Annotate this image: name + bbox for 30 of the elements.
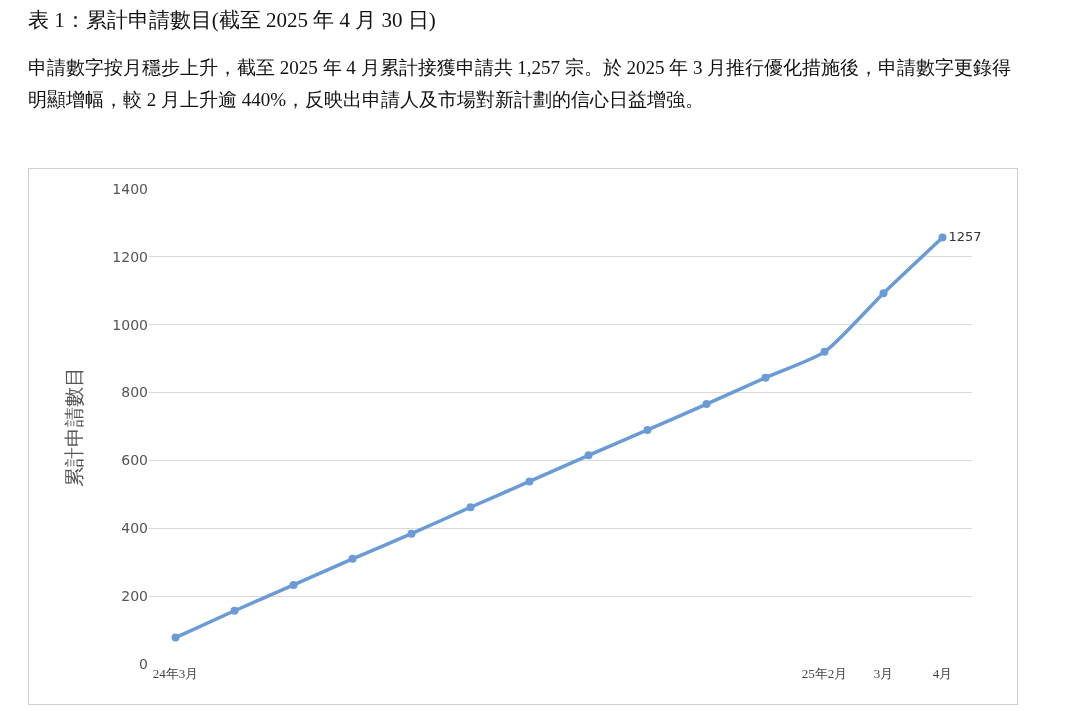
x-tick-label: 24年3月: [152, 666, 199, 681]
y-tick-label: 200: [121, 588, 148, 605]
y-tick-label: 1200: [112, 248, 148, 265]
point: [938, 233, 947, 242]
point: [702, 400, 711, 409]
y-tick-label: 400: [121, 520, 148, 537]
x-tick-label: 4月: [932, 666, 953, 681]
point: [466, 503, 475, 512]
chart-title: 表 1：累計申請數目(截至 2025 年 4 月 30 日): [28, 7, 436, 34]
point: [525, 477, 534, 486]
y-axis-title: 累計申請數目: [61, 366, 86, 487]
point: [230, 606, 239, 615]
y-tick-label: 1000: [112, 316, 148, 333]
x-tick-label: 3月: [873, 666, 894, 681]
point: [348, 554, 357, 563]
x-tick-label: 25年2月: [801, 666, 848, 681]
y-tick-label: 0: [139, 655, 148, 672]
point: [289, 580, 298, 589]
point: [584, 451, 593, 460]
point: [407, 529, 416, 538]
y-tick-label: 800: [121, 384, 148, 401]
y-tick-label: 600: [121, 452, 148, 469]
point: [820, 347, 829, 356]
data-label: 1257: [948, 228, 982, 244]
point: [761, 373, 770, 382]
point: [643, 425, 652, 434]
point: [171, 633, 180, 642]
chart-subtitle: 申請數字按月穩步上升，截至 2025 年 4 月累計接獲申請共 1,257 宗。於 2025 年 3 月推行優化措施後，申請數字更錄得明顯增幅，較 2 月上升逾 440%，反映出申請人及市場對新計劃的信心日益增強。: [28, 56, 1013, 112]
point: [879, 289, 888, 298]
y-tick-label: 1400: [112, 180, 148, 197]
